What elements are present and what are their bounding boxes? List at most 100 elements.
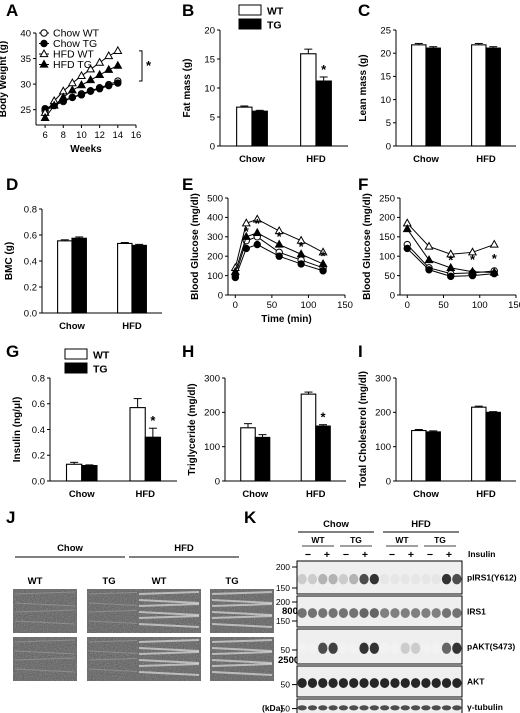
blot-band <box>369 608 379 619</box>
data-point <box>49 100 59 109</box>
fibre-stripe <box>14 602 76 607</box>
blot-band <box>359 573 369 585</box>
y-tick-label: 0.4 <box>24 256 37 267</box>
y-tick-label: 200 <box>204 408 220 419</box>
genotype-label: TG <box>434 535 446 545</box>
blot-band <box>400 608 410 619</box>
x-category-label: Chow <box>69 489 95 500</box>
column-label: TG <box>102 576 115 587</box>
fibre-stripe <box>14 591 76 595</box>
data-point <box>274 239 284 248</box>
data-point <box>402 224 412 233</box>
marker-label: 50 <box>281 645 291 655</box>
x-tick-label: 8 <box>61 130 66 141</box>
fibre-stripe <box>211 671 273 676</box>
fibre-stripe <box>138 599 200 604</box>
chart-panel-c: C 0 5 10 15 20 25 Lean mass (g) Chow HFD <box>358 1 516 165</box>
x-category-label: HFD <box>135 489 155 500</box>
panel-j-micrographs: J Chow HFD WT TG WT TG 8000X 25000X <box>6 508 311 681</box>
y-axis-label: Blood Glucose (mg/dl) <box>362 193 373 300</box>
blot-band <box>369 678 379 689</box>
legend-swatch <box>238 18 262 30</box>
bar <box>251 110 268 147</box>
blot-band <box>328 642 338 654</box>
data-point <box>67 85 77 94</box>
data-point <box>230 266 240 275</box>
data-point <box>105 81 113 90</box>
blot-band <box>421 608 431 619</box>
blot-band <box>349 642 359 654</box>
blot-band <box>441 573 452 585</box>
blot-band <box>441 678 452 689</box>
data-point <box>403 244 411 253</box>
micrograph-tile <box>13 637 77 681</box>
data-point <box>76 80 87 89</box>
bar <box>315 80 332 147</box>
fibre-stripe <box>211 591 273 595</box>
group-label: HFD <box>174 543 194 554</box>
data-point <box>39 59 49 68</box>
panel-letter: B <box>182 1 194 20</box>
x-category-label: HFD <box>476 489 496 500</box>
blot-band <box>421 573 431 585</box>
bar <box>65 463 83 482</box>
data-point <box>425 266 433 274</box>
data-point <box>231 273 240 282</box>
fibre-stripe <box>211 663 273 667</box>
data-point <box>86 87 95 95</box>
genotype-label: TG <box>350 535 362 545</box>
data-point <box>467 266 478 275</box>
data-point <box>242 244 250 253</box>
x-tick-label: 6 <box>42 130 47 141</box>
y-tick-label: 0 <box>218 290 223 301</box>
blot-band <box>431 573 441 585</box>
column-label: WT <box>28 576 43 587</box>
x-tick-label: 100 <box>301 300 317 311</box>
legend-label: HFD TG <box>53 59 92 71</box>
x-axis-label: Time (min) <box>261 314 311 325</box>
chart-panels: A 25 30 35 40 Body Weight (g) 6 8 10 12 14 16 Weeks *… <box>0 1 520 500</box>
insulin-sign: + <box>408 549 414 561</box>
blot-band <box>369 573 379 585</box>
micrograph-tile <box>210 589 274 633</box>
blot-band <box>328 608 338 619</box>
significance-marker: * <box>321 62 327 77</box>
blot-band <box>307 573 318 585</box>
data-point <box>446 249 456 258</box>
data-point <box>104 50 114 60</box>
bar <box>471 406 487 482</box>
micrograph-tile <box>137 637 201 681</box>
data-point <box>77 91 86 99</box>
data-point <box>104 64 114 73</box>
fibre-stripe <box>138 615 200 619</box>
y-tick-label: 15 <box>380 72 391 83</box>
y-tick-label: 0 <box>210 141 215 152</box>
significance-marker: * <box>255 216 261 231</box>
marker-label: 50 <box>281 680 291 690</box>
y-tick-label: 200 <box>375 408 391 419</box>
y-tick-label: 0 <box>386 476 391 487</box>
insulin-sign: − <box>427 549 433 561</box>
blot-band <box>359 642 369 654</box>
blot-band <box>307 608 318 619</box>
data-point <box>296 249 306 258</box>
panel-letter: E <box>182 175 193 194</box>
blot-label: pIRS1(Y612) <box>467 573 517 583</box>
y-tick-label: 100 <box>207 271 223 282</box>
y-tick-label: 250 <box>379 193 395 204</box>
blot-band <box>328 573 338 585</box>
data-point <box>40 112 50 121</box>
blot-label: IRS1 <box>467 607 486 617</box>
bar <box>236 106 253 147</box>
fibre-stripe <box>211 639 273 643</box>
blot-band <box>318 573 328 585</box>
series-line <box>234 244 324 278</box>
legend-label: WT <box>267 6 284 18</box>
y-tick-label: 200 <box>207 252 223 263</box>
x-tick-label: 16 <box>131 130 142 141</box>
y-tick-label: 5 <box>210 112 215 123</box>
x-category-label: Chow <box>59 321 85 332</box>
y-axis-label: Total Cholesterol (mg/dl) <box>358 371 369 488</box>
y-tick-label: 35 <box>20 54 31 65</box>
y-tick-label: 0.0 <box>32 476 45 487</box>
